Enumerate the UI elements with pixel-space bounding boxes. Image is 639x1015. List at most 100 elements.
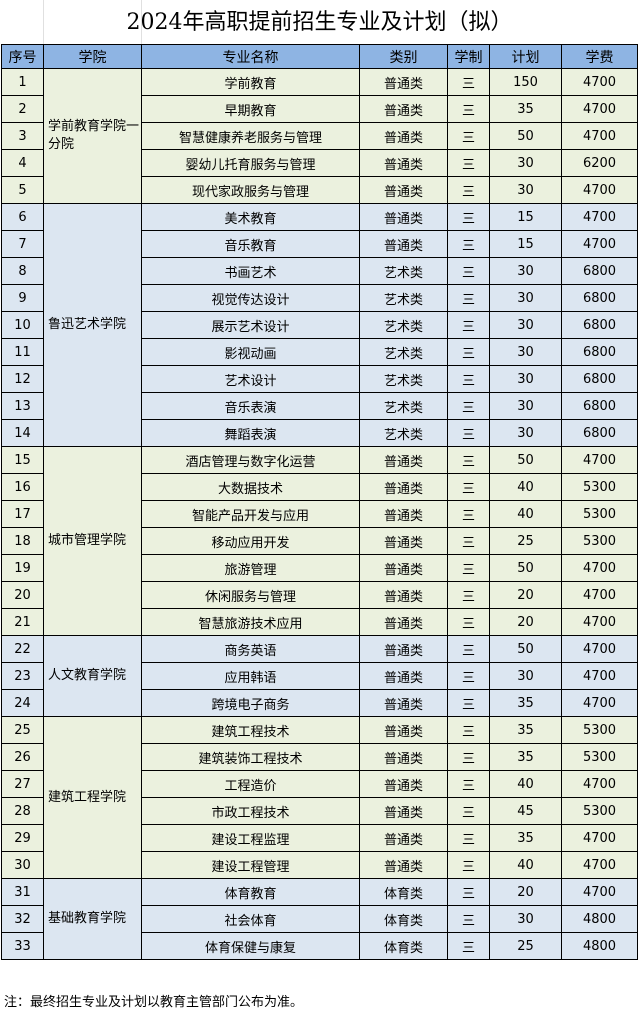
- cell-major[interactable]: 现代家政服务与管理: [141, 176, 360, 204]
- cell-category[interactable]: 艺术类: [359, 419, 448, 447]
- cell-duration[interactable]: 三: [447, 824, 490, 852]
- cell-plan[interactable]: 20: [489, 608, 562, 636]
- cell-duration[interactable]: 三: [447, 500, 490, 528]
- cell-duration[interactable]: 三: [447, 662, 490, 690]
- cell-category[interactable]: 普通类: [359, 68, 448, 96]
- cell-index[interactable]: 24: [1, 689, 44, 717]
- cell-index[interactable]: 7: [1, 230, 44, 258]
- cell-college[interactable]: 城市管理学院: [43, 446, 142, 636]
- cell-major[interactable]: 学前教育: [141, 68, 360, 96]
- cell-plan[interactable]: 150: [489, 68, 562, 96]
- cell-duration[interactable]: 三: [447, 419, 490, 447]
- cell-plan[interactable]: 40: [489, 500, 562, 528]
- cell-duration[interactable]: 三: [447, 932, 490, 960]
- cell-category[interactable]: 普通类: [359, 797, 448, 825]
- cell-index[interactable]: 23: [1, 662, 44, 690]
- cell-plan[interactable]: 35: [489, 824, 562, 852]
- cell-plan[interactable]: 50: [489, 122, 562, 150]
- cell-duration[interactable]: 三: [447, 338, 490, 366]
- cell-category[interactable]: 艺术类: [359, 365, 448, 393]
- cell-tuition[interactable]: 4700: [561, 878, 638, 906]
- cell-major[interactable]: 建筑装饰工程技术: [141, 743, 360, 771]
- cell-plan[interactable]: 40: [489, 770, 562, 798]
- cell-category[interactable]: 普通类: [359, 770, 448, 798]
- cell-category[interactable]: 普通类: [359, 473, 448, 501]
- cell-index[interactable]: 22: [1, 635, 44, 663]
- header-major[interactable]: 专业名称: [141, 44, 360, 69]
- cell-major[interactable]: 舞蹈表演: [141, 419, 360, 447]
- cell-tuition[interactable]: 6800: [561, 257, 638, 285]
- cell-plan[interactable]: 30: [489, 662, 562, 690]
- cell-major[interactable]: 音乐教育: [141, 230, 360, 258]
- cell-duration[interactable]: 三: [447, 149, 490, 177]
- cell-tuition[interactable]: 4700: [561, 68, 638, 96]
- cell-category[interactable]: 普通类: [359, 662, 448, 690]
- cell-plan[interactable]: 15: [489, 203, 562, 231]
- cell-major[interactable]: 体育教育: [141, 878, 360, 906]
- cell-tuition[interactable]: 4700: [561, 770, 638, 798]
- cell-index[interactable]: 15: [1, 446, 44, 474]
- header-tuition[interactable]: 学费: [561, 44, 638, 69]
- cell-category[interactable]: 普通类: [359, 635, 448, 663]
- cell-duration[interactable]: 三: [447, 878, 490, 906]
- cell-plan[interactable]: 50: [489, 635, 562, 663]
- cell-duration[interactable]: 三: [447, 635, 490, 663]
- header-plan[interactable]: 计划: [489, 44, 562, 69]
- cell-category[interactable]: 普通类: [359, 743, 448, 771]
- cell-plan[interactable]: 40: [489, 473, 562, 501]
- cell-major[interactable]: 智能产品开发与应用: [141, 500, 360, 528]
- cell-major[interactable]: 婴幼儿托育服务与管理: [141, 149, 360, 177]
- cell-tuition[interactable]: 4700: [561, 122, 638, 150]
- cell-index[interactable]: 32: [1, 905, 44, 933]
- cell-category[interactable]: 普通类: [359, 824, 448, 852]
- cell-plan[interactable]: 40: [489, 851, 562, 879]
- cell-duration[interactable]: 三: [447, 311, 490, 339]
- cell-major[interactable]: 大数据技术: [141, 473, 360, 501]
- cell-plan[interactable]: 30: [489, 905, 562, 933]
- cell-category[interactable]: 体育类: [359, 878, 448, 906]
- cell-plan[interactable]: 45: [489, 797, 562, 825]
- cell-plan[interactable]: 35: [489, 95, 562, 123]
- cell-index[interactable]: 31: [1, 878, 44, 906]
- cell-duration[interactable]: 三: [447, 122, 490, 150]
- cell-duration[interactable]: 三: [447, 392, 490, 420]
- cell-index[interactable]: 1: [1, 68, 44, 96]
- cell-category[interactable]: 普通类: [359, 203, 448, 231]
- cell-category[interactable]: 普通类: [359, 176, 448, 204]
- cell-major[interactable]: 展示艺术设计: [141, 311, 360, 339]
- cell-plan[interactable]: 20: [489, 581, 562, 609]
- cell-category[interactable]: 普通类: [359, 689, 448, 717]
- cell-major[interactable]: 视觉传达设计: [141, 284, 360, 312]
- cell-plan[interactable]: 30: [489, 419, 562, 447]
- cell-plan[interactable]: 50: [489, 554, 562, 582]
- cell-tuition[interactable]: 4700: [561, 230, 638, 258]
- cell-category[interactable]: 普通类: [359, 500, 448, 528]
- cell-tuition[interactable]: 5300: [561, 716, 638, 744]
- cell-college[interactable]: 学前教育学院一分院: [43, 68, 142, 204]
- header-index[interactable]: 序号: [1, 44, 44, 69]
- cell-plan[interactable]: 25: [489, 932, 562, 960]
- cell-index[interactable]: 6: [1, 203, 44, 231]
- cell-plan[interactable]: 30: [489, 365, 562, 393]
- header-duration[interactable]: 学制: [447, 44, 490, 69]
- cell-index[interactable]: 19: [1, 554, 44, 582]
- cell-category[interactable]: 普通类: [359, 230, 448, 258]
- cell-tuition[interactable]: 6800: [561, 365, 638, 393]
- cell-tuition[interactable]: 4700: [561, 581, 638, 609]
- cell-major[interactable]: 体育保健与康复: [141, 932, 360, 960]
- cell-category[interactable]: 普通类: [359, 122, 448, 150]
- cell-index[interactable]: 28: [1, 797, 44, 825]
- cell-college[interactable]: 建筑工程学院: [43, 716, 142, 879]
- cell-plan[interactable]: 15: [489, 230, 562, 258]
- cell-tuition[interactable]: 6800: [561, 338, 638, 366]
- cell-index[interactable]: 18: [1, 527, 44, 555]
- cell-category[interactable]: 体育类: [359, 932, 448, 960]
- cell-duration[interactable]: 三: [447, 527, 490, 555]
- cell-major[interactable]: 书画艺术: [141, 257, 360, 285]
- cell-plan[interactable]: 30: [489, 338, 562, 366]
- header-category[interactable]: 类别: [359, 44, 448, 69]
- cell-tuition[interactable]: 6800: [561, 284, 638, 312]
- cell-index[interactable]: 16: [1, 473, 44, 501]
- cell-plan[interactable]: 30: [489, 176, 562, 204]
- cell-index[interactable]: 8: [1, 257, 44, 285]
